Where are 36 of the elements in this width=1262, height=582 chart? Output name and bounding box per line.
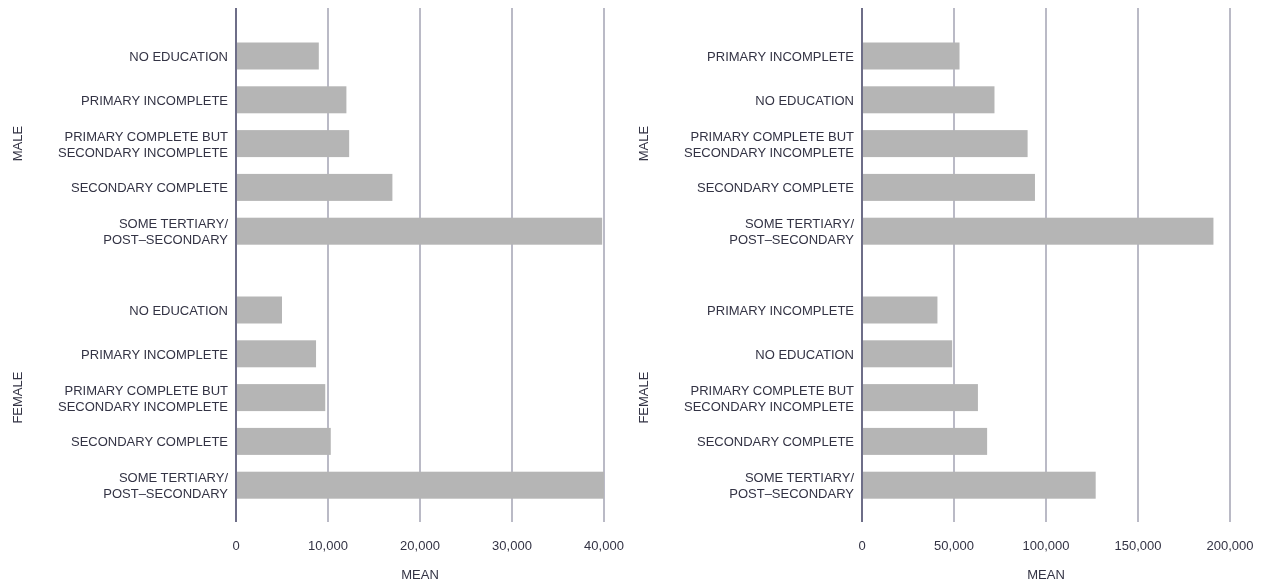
text: MALE	[636, 125, 651, 162]
x-axis-title: MEAN	[401, 567, 439, 582]
y-tick-label: PRIMARY INCOMPLETE	[707, 303, 855, 318]
x-tick-label: 30,000	[492, 538, 532, 553]
y-tick-label: PRIMARY INCOMPLETE	[707, 49, 855, 64]
y-tick-label: SOME TERTIARY/ POST–SECONDARY	[729, 216, 855, 248]
x-tick-label: 50,000	[934, 538, 974, 553]
text: FEMALE	[636, 371, 651, 424]
x-tick-label: 200,000	[1206, 538, 1254, 553]
x-tick-label: 150,000	[1114, 538, 1162, 553]
y-tick-label: PRIMARY COMPLETE BUT SECONDARY INCOMPLETE	[683, 382, 855, 414]
y-tick-label: SECONDARY COMPLETE	[696, 434, 855, 450]
y-tick-label: SECONDARY COMPLETE	[70, 434, 229, 450]
y-tick-label: NO EDUCATION	[129, 49, 228, 64]
text: FEMALE	[10, 371, 25, 424]
x-tick-label: 100,000	[1022, 538, 1070, 553]
x-tick-label: 40,000	[584, 538, 624, 553]
x-tick-label: 20,000	[400, 538, 440, 553]
y-tick-label: PRIMARY INCOMPLETE	[81, 92, 229, 108]
y-tick-label: SOME TERTIARY/ POST–SECONDARY	[103, 216, 229, 248]
y-tick-label: SOME TERTIARY/ POST–SECONDARY	[103, 470, 229, 502]
text: MALE	[10, 125, 25, 162]
y-tick-label: PRIMARY INCOMPLETE	[81, 346, 229, 362]
y-tick-label: PRIMARY COMPLETE BUT SECONDARY INCOMPLETE	[57, 128, 229, 160]
y-tick-label: SECONDARY COMPLETE	[696, 180, 855, 196]
y-tick-label: NO EDUCATION	[755, 346, 854, 362]
y-tick-label: PRIMARY COMPLETE BUT SECONDARY INCOMPLETE	[683, 128, 855, 160]
x-tick-label: 0	[232, 538, 240, 553]
x-tick-label: 10,000	[308, 538, 348, 553]
y-tick-label: PRIMARY COMPLETE BUT SECONDARY INCOMPLETE	[57, 382, 229, 414]
y-tick-label: NO EDUCATION	[129, 303, 228, 318]
y-tick-label: NO EDUCATION	[755, 92, 854, 108]
x-tick-label: 0	[858, 538, 866, 553]
x-axis-title: MEAN	[1027, 567, 1065, 582]
y-tick-label: SECONDARY COMPLETE	[70, 180, 229, 196]
y-tick-label: SOME TERTIARY/ POST–SECONDARY	[729, 470, 855, 502]
